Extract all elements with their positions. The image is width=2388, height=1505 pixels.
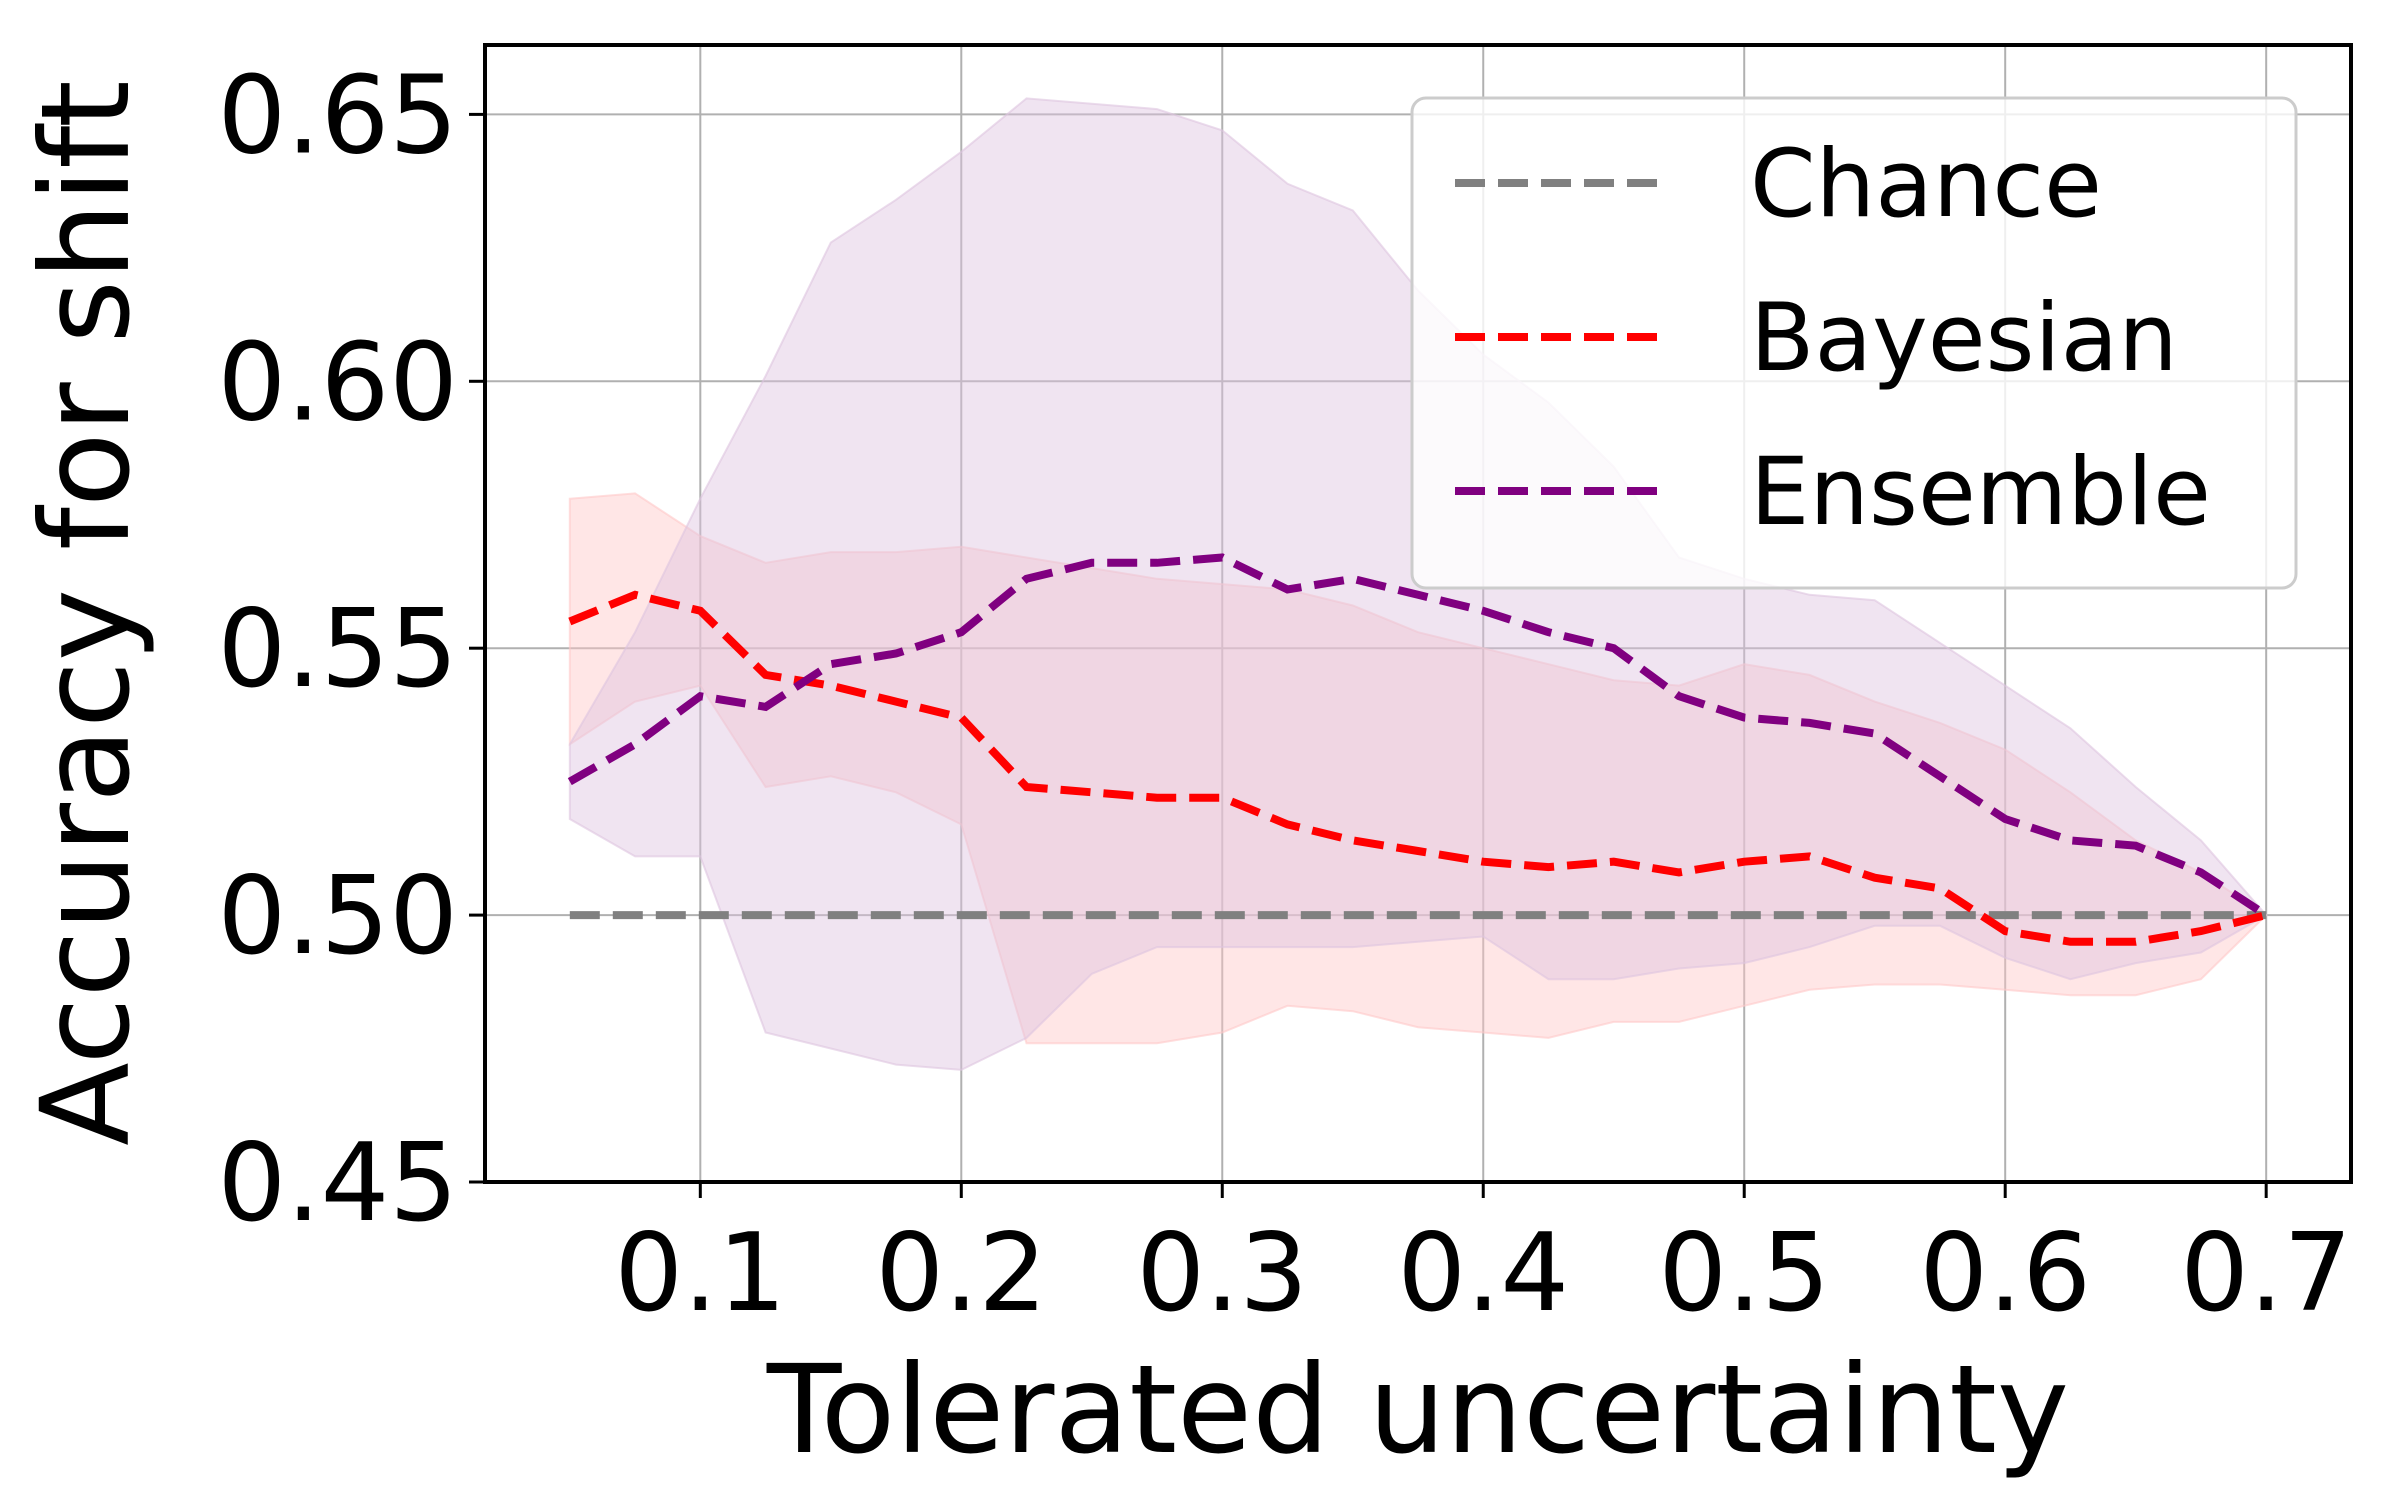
x-tick-label: 0.5 <box>1658 1211 1830 1336</box>
plot-frame <box>483 43 2353 1184</box>
x-tick-label: 0.6 <box>1919 1211 2091 1336</box>
y-axis-label: Accuracy for shift <box>15 80 157 1146</box>
series-line-ensemble <box>567 553 2269 919</box>
legend: Chance Bayesian Ensemble <box>1410 96 2298 590</box>
x-axis-ticks: 0.1 0.2 0.3 0.4 0.5 0.6 0.7 <box>614 1182 2352 1336</box>
x-axis-label: Tolerated uncertainty <box>766 1339 2069 1481</box>
series-lines <box>567 553 2269 946</box>
legend-label-chance: Chance <box>1750 130 2102 239</box>
x-tick-label: 0.7 <box>2180 1211 2352 1336</box>
y-tick-label: 0.60 <box>218 320 458 445</box>
legend-label-ensemble: Ensemble <box>1750 438 2211 547</box>
x-tick-label: 0.1 <box>614 1211 786 1336</box>
y-tick-label: 0.65 <box>218 53 458 178</box>
x-tick-label: 0.2 <box>875 1211 1047 1336</box>
y-tick-label: 0.55 <box>218 587 458 712</box>
band-bayesian <box>568 492 2268 1045</box>
series-line-bayesian <box>568 590 2268 946</box>
legend-box <box>1410 96 2298 590</box>
y-tick-label: 0.50 <box>218 854 458 979</box>
x-tick-label: 0.4 <box>1397 1211 1569 1336</box>
x-tick-label: 0.3 <box>1136 1211 1308 1336</box>
y-axis-ticks: 0.45 0.50 0.55 0.60 0.65 <box>218 53 485 1246</box>
y-tick-label: 0.45 <box>218 1121 458 1246</box>
legend-label-bayesian: Bayesian <box>1750 284 2178 393</box>
